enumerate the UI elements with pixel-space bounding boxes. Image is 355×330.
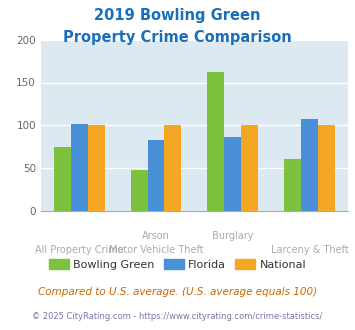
Bar (301, 119, 318, 211)
Text: Compared to U.S. average. (U.S. average equals 100): Compared to U.S. average. (U.S. average … (38, 287, 317, 297)
Text: Property Crime Comparison: Property Crime Comparison (63, 30, 292, 45)
Bar (131, 170, 148, 211)
Bar (207, 72, 224, 211)
Bar (318, 125, 335, 211)
Text: 2019 Bowling Green: 2019 Bowling Green (94, 8, 261, 23)
Bar (54, 147, 71, 211)
Bar (241, 125, 258, 211)
Text: All Property Crime: All Property Crime (35, 245, 124, 254)
Bar (88, 125, 104, 211)
Text: Burglary: Burglary (212, 231, 253, 241)
Bar (224, 137, 241, 211)
Bar (148, 140, 164, 211)
Bar (71, 124, 88, 211)
Text: Motor Vehicle Theft: Motor Vehicle Theft (109, 245, 203, 254)
Text: Arson: Arson (142, 231, 170, 241)
Text: © 2025 CityRating.com - https://www.cityrating.com/crime-statistics/: © 2025 CityRating.com - https://www.city… (32, 312, 323, 321)
Bar (164, 125, 181, 211)
Bar (284, 159, 301, 211)
Text: Larceny & Theft: Larceny & Theft (271, 245, 348, 254)
Legend: Bowling Green, Florida, National: Bowling Green, Florida, National (44, 255, 311, 274)
